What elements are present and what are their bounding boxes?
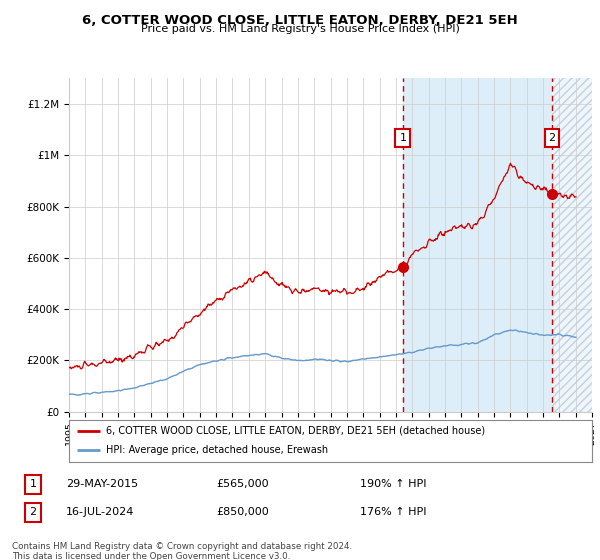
Text: 1: 1 [400, 133, 406, 143]
Text: 6, COTTER WOOD CLOSE, LITTLE EATON, DERBY, DE21 5EH: 6, COTTER WOOD CLOSE, LITTLE EATON, DERB… [82, 14, 518, 27]
Text: Price paid vs. HM Land Registry's House Price Index (HPI): Price paid vs. HM Land Registry's House … [140, 24, 460, 34]
Text: £850,000: £850,000 [216, 507, 269, 517]
Text: 16-JUL-2024: 16-JUL-2024 [66, 507, 134, 517]
Text: 29-MAY-2015: 29-MAY-2015 [66, 479, 138, 489]
Text: 6, COTTER WOOD CLOSE, LITTLE EATON, DERBY, DE21 5EH (detached house): 6, COTTER WOOD CLOSE, LITTLE EATON, DERB… [106, 426, 485, 436]
Text: HPI: Average price, detached house, Erewash: HPI: Average price, detached house, Erew… [106, 445, 328, 455]
Text: 190% ↑ HPI: 190% ↑ HPI [360, 479, 427, 489]
Text: Contains HM Land Registry data © Crown copyright and database right 2024.
This d: Contains HM Land Registry data © Crown c… [12, 542, 352, 560]
Bar [552, 78, 592, 412]
Text: £565,000: £565,000 [216, 479, 269, 489]
Bar [552, 78, 592, 412]
Text: 1: 1 [29, 479, 37, 489]
Text: 176% ↑ HPI: 176% ↑ HPI [360, 507, 427, 517]
Bar [403, 78, 552, 412]
Text: 2: 2 [29, 507, 37, 517]
Text: 2: 2 [548, 133, 556, 143]
